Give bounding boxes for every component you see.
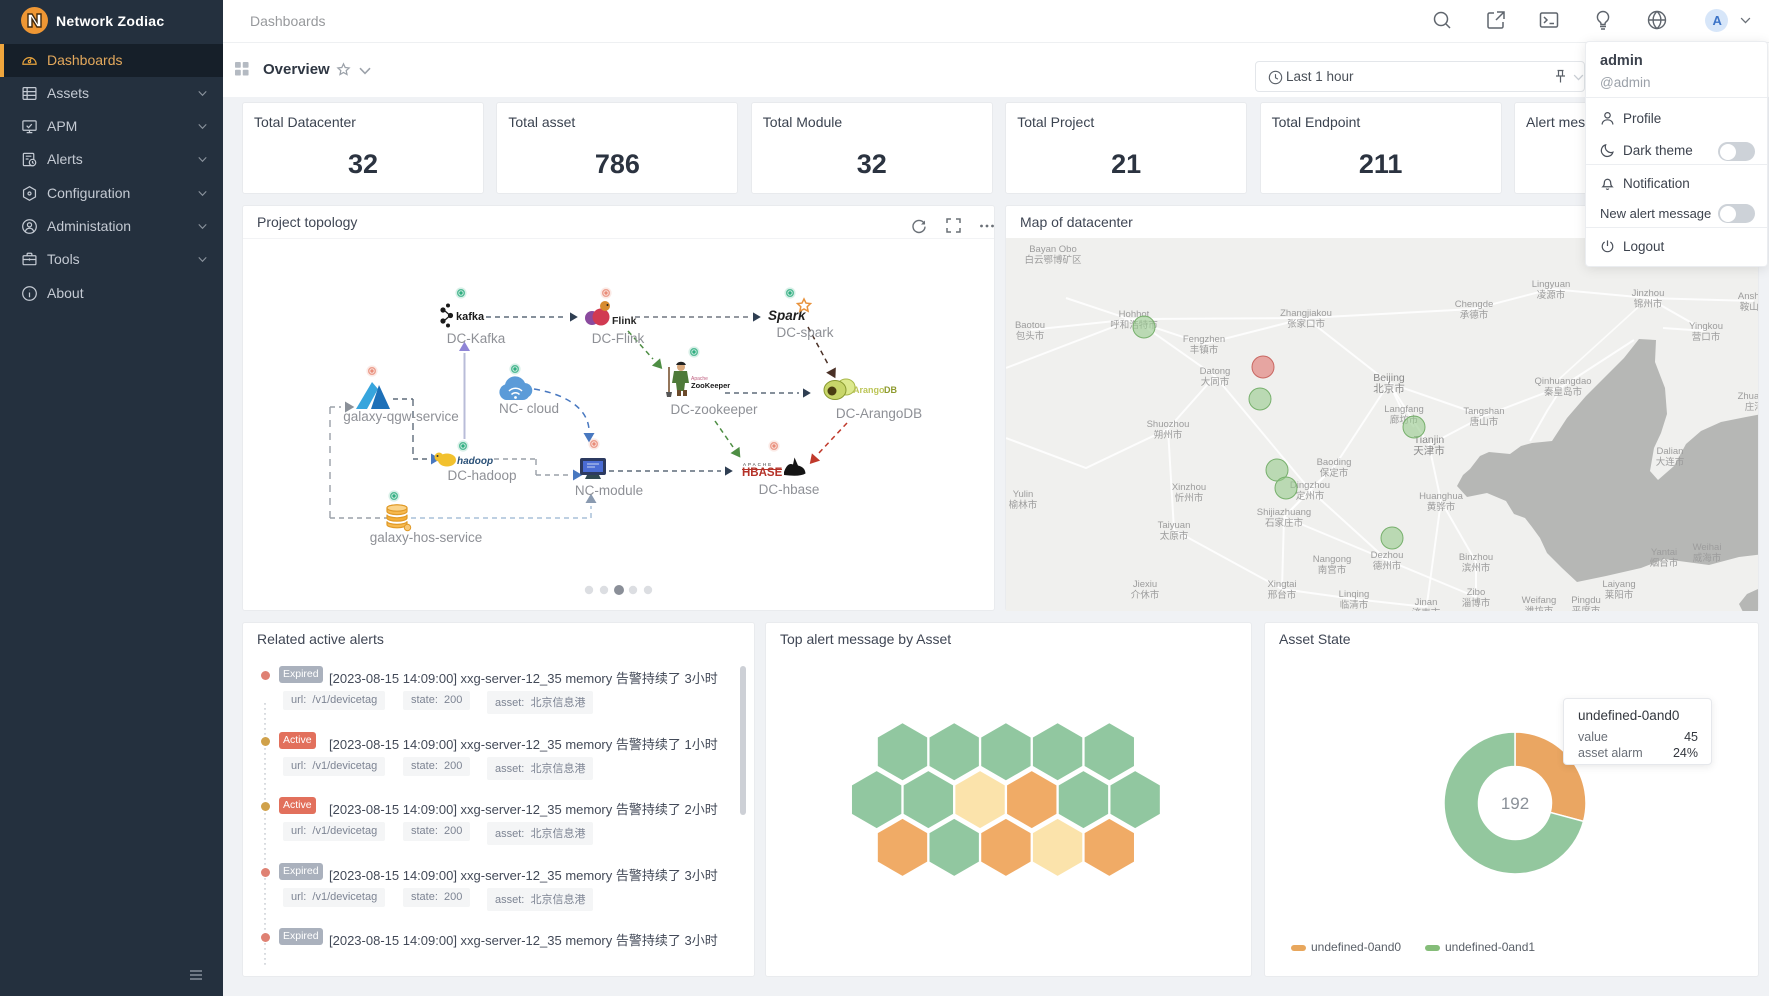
svg-text:DC-Flink: DC-Flink: [592, 331, 645, 346]
svg-text:Tianjin: Tianjin: [1414, 434, 1445, 446]
svg-text:鞍山市: 鞍山市: [1740, 301, 1758, 313]
svg-text:承德市: 承德市: [1460, 309, 1489, 321]
svg-text:Hohhot: Hohhot: [1119, 309, 1150, 320]
svg-text:Fengzhen: Fengzhen: [1183, 334, 1225, 345]
svg-text:galaxy-hos-service: galaxy-hos-service: [370, 530, 483, 545]
svg-text:太原市: 太原市: [1160, 530, 1189, 542]
svg-text:NC-module: NC-module: [575, 483, 643, 498]
svg-text:朔州市: 朔州市: [1154, 429, 1183, 441]
svg-text:Tangshan: Tangshan: [1463, 406, 1504, 417]
svg-text:DC-hbase: DC-hbase: [759, 482, 820, 497]
svg-text:Xingtai: Xingtai: [1267, 579, 1296, 590]
svg-text:Binzhou: Binzhou: [1459, 552, 1493, 563]
svg-text:Jiexiu: Jiexiu: [1133, 579, 1157, 590]
svg-text:张家口市: 张家口市: [1287, 318, 1326, 330]
svg-text:庄河市: 庄河市: [1745, 401, 1758, 413]
svg-text:NC- cloud: NC- cloud: [499, 401, 559, 416]
svg-text:白云鄂博矿区: 白云鄂博矿区: [1024, 254, 1082, 266]
svg-text:Langfang: Langfang: [1384, 404, 1424, 415]
svg-text:大同市: 大同市: [1201, 376, 1230, 388]
svg-text:Bayan Obo: Bayan Obo: [1029, 244, 1077, 255]
svg-text:Beijing: Beijing: [1373, 372, 1405, 384]
svg-text:Chengde: Chengde: [1455, 299, 1494, 310]
svg-text:Flink: Flink: [612, 315, 637, 327]
svg-text:平度市: 平度市: [1572, 605, 1601, 611]
svg-text:Baotou: Baotou: [1015, 320, 1045, 331]
svg-text:Shijiazhuang: Shijiazhuang: [1257, 507, 1311, 518]
svg-text:丰镇市: 丰镇市: [1190, 344, 1219, 356]
svg-text:Lingyuan: Lingyuan: [1532, 279, 1571, 290]
svg-text:凌源市: 凌源市: [1537, 289, 1566, 301]
svg-text:潍坊市: 潍坊市: [1525, 605, 1554, 611]
svg-text:Spark: Spark: [768, 308, 807, 323]
svg-text:Jinzhou: Jinzhou: [1632, 288, 1665, 299]
svg-text:南宫市: 南宫市: [1318, 564, 1347, 576]
svg-text:Laiyang: Laiyang: [1602, 579, 1635, 590]
svg-text:秦皇岛市: 秦皇岛市: [1544, 386, 1583, 398]
svg-text:Xinzhou: Xinzhou: [1172, 482, 1206, 493]
svg-text:Jinan: Jinan: [1415, 597, 1438, 608]
svg-text:kafka: kafka: [456, 311, 485, 323]
svg-text:hadoop: hadoop: [457, 456, 493, 467]
svg-text:Yingkou: Yingkou: [1689, 321, 1723, 332]
svg-text:Shuozhou: Shuozhou: [1147, 419, 1190, 430]
svg-text:Dezhou: Dezhou: [1371, 550, 1404, 561]
svg-text:榆林市: 榆林市: [1009, 499, 1038, 511]
svg-text:天津市: 天津市: [1413, 444, 1445, 457]
svg-text:Zhuanghe: Zhuanghe: [1738, 391, 1758, 402]
svg-text:定州市: 定州市: [1296, 490, 1325, 502]
svg-text:临清市: 临清市: [1340, 599, 1369, 611]
svg-text:邢台市: 邢台市: [1268, 589, 1297, 601]
svg-text:Arango: Arango: [853, 385, 885, 395]
svg-text:保定市: 保定市: [1320, 467, 1349, 479]
svg-text:包头市: 包头市: [1016, 330, 1045, 342]
svg-text:滨州市: 滨州市: [1462, 562, 1491, 574]
svg-text:DB: DB: [884, 385, 897, 395]
svg-text:淄博市: 淄博市: [1462, 597, 1491, 609]
svg-text:大连市: 大连市: [1656, 456, 1685, 468]
svg-text:营口市: 营口市: [1692, 331, 1721, 343]
svg-text:黄骅市: 黄骅市: [1427, 501, 1456, 513]
svg-text:DC-hadoop: DC-hadoop: [447, 468, 516, 483]
svg-text:Zibo: Zibo: [1467, 587, 1485, 598]
svg-text:Yantai: Yantai: [1651, 547, 1677, 558]
svg-text:Linqing: Linqing: [1339, 589, 1370, 600]
svg-text:DC-Kafka: DC-Kafka: [447, 331, 506, 346]
svg-text:Datong: Datong: [1200, 366, 1231, 377]
svg-text:Pingdu: Pingdu: [1571, 595, 1601, 606]
svg-text:DC-ArangoDB: DC-ArangoDB: [836, 406, 922, 421]
svg-text:唐山市: 唐山市: [1470, 416, 1499, 428]
svg-text:Taiyuan: Taiyuan: [1158, 520, 1191, 531]
svg-text:烟台市: 烟台市: [1650, 557, 1679, 569]
svg-text:济南市: 济南市: [1412, 607, 1441, 611]
svg-text:Dingzhou: Dingzhou: [1290, 480, 1330, 491]
svg-text:ZooKeeper: ZooKeeper: [691, 381, 730, 390]
svg-text:石家庄市: 石家庄市: [1265, 517, 1304, 529]
svg-text:Baoding: Baoding: [1317, 457, 1352, 468]
svg-text:APACHE: APACHE: [743, 462, 773, 467]
svg-text:锦州市: 锦州市: [1634, 298, 1663, 310]
svg-text:DC-spark: DC-spark: [776, 325, 833, 340]
svg-text:Weihai: Weihai: [1693, 542, 1722, 553]
svg-text:galaxy-qgw-service: galaxy-qgw-service: [343, 409, 459, 424]
svg-text:Zhangjiakou: Zhangjiakou: [1280, 308, 1332, 319]
svg-text:介休市: 介休市: [1131, 589, 1160, 601]
svg-text:Huanghua: Huanghua: [1419, 491, 1464, 502]
svg-text:DC-zookeeper: DC-zookeeper: [670, 402, 758, 417]
svg-text:忻州市: 忻州市: [1175, 492, 1204, 504]
svg-text:Nangong: Nangong: [1313, 554, 1352, 565]
svg-text:Anshan: Anshan: [1738, 291, 1758, 302]
svg-text:莱阳市: 莱阳市: [1605, 589, 1634, 601]
svg-text:Apache: Apache: [691, 376, 708, 382]
svg-text:北京市: 北京市: [1373, 382, 1405, 395]
svg-text:Qinhuangdao: Qinhuangdao: [1534, 376, 1591, 387]
svg-text:Yulin: Yulin: [1013, 489, 1034, 500]
svg-text:Dalian: Dalian: [1657, 446, 1684, 457]
svg-text:威海市: 威海市: [1693, 552, 1722, 564]
svg-text:HBASE: HBASE: [742, 467, 783, 479]
svg-text:德州市: 德州市: [1373, 560, 1402, 572]
svg-text:Weifang: Weifang: [1522, 595, 1557, 606]
svg-text:192: 192: [1501, 794, 1529, 813]
